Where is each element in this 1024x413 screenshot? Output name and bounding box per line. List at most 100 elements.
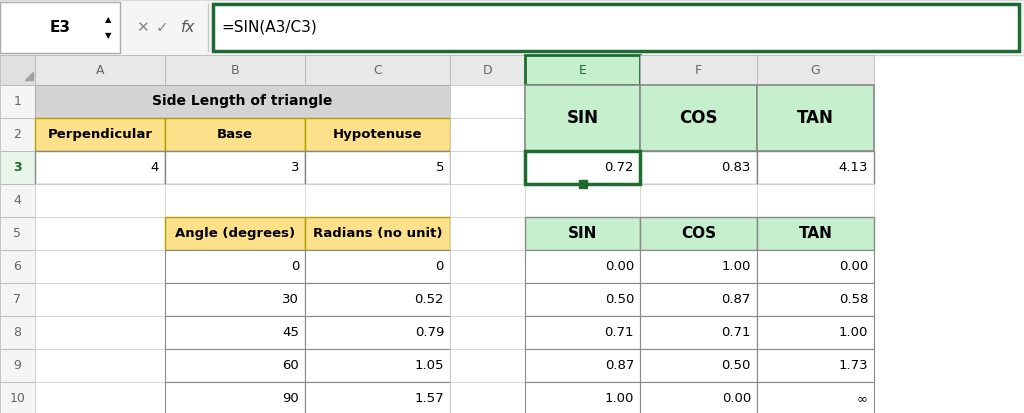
Text: 1.00: 1.00 [722,260,751,273]
Bar [640,55,757,85]
Bar [450,349,525,382]
Bar [0,151,35,184]
Text: E: E [579,64,587,76]
Bar [525,85,640,151]
Bar [640,283,757,316]
Text: 2: 2 [13,128,22,141]
Text: Base: Base [217,128,253,141]
Bar [0,118,35,151]
Bar [757,316,874,349]
Text: 0.83: 0.83 [722,161,751,174]
Bar [165,382,305,413]
Bar [450,316,525,349]
Bar [0,283,35,316]
Bar [165,316,305,349]
Bar [640,151,757,184]
Bar [640,250,757,283]
Bar [525,151,640,184]
Bar [450,118,525,151]
Bar [165,250,305,283]
Bar [35,118,165,151]
Text: =SIN(A3/C3): =SIN(A3/C3) [221,20,316,35]
Bar [525,184,640,217]
Text: COS: COS [679,109,718,127]
Bar [213,4,1019,51]
Text: Perpendicular: Perpendicular [47,128,153,141]
Text: 10: 10 [9,392,26,405]
Bar [450,217,525,250]
Text: 6: 6 [13,260,22,273]
Text: ▲: ▲ [104,15,112,24]
Bar [305,283,450,316]
Text: 60: 60 [283,359,299,372]
Bar [35,184,165,217]
Text: 4: 4 [13,194,22,207]
Text: 0.52: 0.52 [415,293,444,306]
Bar [450,151,525,184]
Bar [165,184,305,217]
Bar [640,217,757,250]
Text: fx: fx [181,20,196,35]
Bar [35,217,165,250]
Text: 4.13: 4.13 [839,161,868,174]
Text: B: B [230,64,240,76]
Bar [0,55,35,85]
Bar [305,151,450,184]
Bar [757,382,874,413]
Bar [35,250,165,283]
Text: TAN: TAN [799,226,833,241]
Bar [525,382,640,413]
Text: E3: E3 [49,20,71,35]
Bar [305,55,450,85]
Text: 5: 5 [435,161,444,174]
Bar [757,151,874,184]
Bar [450,85,525,118]
Bar [165,151,305,184]
Bar [165,55,305,85]
Text: 0.00: 0.00 [722,392,751,405]
Text: 8: 8 [13,326,22,339]
Bar [450,184,525,217]
Bar [525,55,640,85]
Text: A: A [96,64,104,76]
Text: 0.50: 0.50 [604,293,634,306]
Bar [0,0,1024,55]
Bar [305,184,450,217]
Text: 0.00: 0.00 [605,260,634,273]
Bar [35,349,165,382]
Bar [640,382,757,413]
Bar [305,382,450,413]
Text: 0.87: 0.87 [604,359,634,372]
Text: Side Length of triangle: Side Length of triangle [153,95,333,109]
Text: 45: 45 [283,326,299,339]
Text: 0.58: 0.58 [839,293,868,306]
Bar [305,349,450,382]
Text: 0.00: 0.00 [839,260,868,273]
Text: SIN: SIN [566,109,598,127]
Text: 7: 7 [13,293,22,306]
Text: 30: 30 [283,293,299,306]
Bar [0,349,35,382]
Bar [165,349,305,382]
Bar [640,184,757,217]
Text: ✕: ✕ [135,20,148,35]
Text: F: F [695,64,702,76]
Bar [0,184,35,217]
Bar [0,316,35,349]
Bar [525,349,640,382]
Bar [305,316,450,349]
Text: ✓: ✓ [156,20,168,35]
Bar [0,250,35,283]
Text: 0.50: 0.50 [722,359,751,372]
Text: 3: 3 [291,161,299,174]
Bar [35,85,450,118]
Text: ∞: ∞ [857,392,868,405]
Bar [0,217,35,250]
Bar [165,217,305,250]
Text: 1.00: 1.00 [839,326,868,339]
Bar [305,217,450,250]
Bar [757,85,874,151]
Text: Angle (degrees): Angle (degrees) [175,227,295,240]
Text: 0: 0 [291,260,299,273]
Text: SIN: SIN [568,226,597,241]
